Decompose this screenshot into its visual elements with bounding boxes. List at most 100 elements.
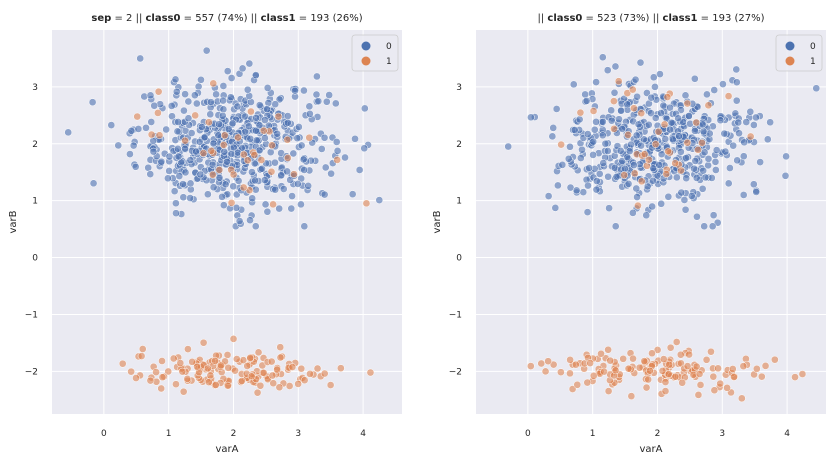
data-point-class0 xyxy=(271,100,280,109)
data-point-class1 xyxy=(215,166,224,174)
data-point-lower xyxy=(243,362,252,370)
data-point-class0 xyxy=(612,172,621,181)
y-tick-label: −2 xyxy=(25,367,38,377)
y-tick-label: −1 xyxy=(25,310,38,320)
data-point-class0 xyxy=(554,181,562,190)
data-point-class0 xyxy=(681,91,690,100)
data-point-class0 xyxy=(129,141,138,150)
data-point-class0 xyxy=(233,102,242,111)
data-point-class0 xyxy=(313,72,321,81)
data-point-class1 xyxy=(683,99,692,108)
data-point-class0 xyxy=(107,121,116,129)
data-point-lower xyxy=(770,355,779,364)
data-point-lower xyxy=(730,373,738,381)
data-point-class0 xyxy=(598,53,607,62)
data-point-class0 xyxy=(724,179,733,188)
data-point-class0 xyxy=(197,123,206,131)
data-point-class1 xyxy=(644,155,653,164)
data-point-class0 xyxy=(604,172,612,181)
data-point-class0 xyxy=(716,116,725,125)
data-point-class0 xyxy=(607,106,616,115)
data-point-class0 xyxy=(701,173,710,182)
data-point-class0 xyxy=(251,71,260,79)
data-point-lower xyxy=(172,380,180,389)
data-point-lower xyxy=(229,335,238,343)
legend-label: 1 xyxy=(810,57,816,67)
data-point-class0 xyxy=(644,120,653,129)
data-point-class0 xyxy=(657,109,665,117)
data-point-class1 xyxy=(660,120,669,129)
data-point-lower xyxy=(696,381,705,389)
x-tick-label: 4 xyxy=(360,429,366,439)
data-point-lower xyxy=(246,353,255,362)
data-point-class0 xyxy=(300,222,309,231)
data-point-class0 xyxy=(283,167,291,176)
data-point-class0 xyxy=(629,209,637,217)
data-point-lower xyxy=(320,369,329,378)
legend-label: 0 xyxy=(386,42,392,52)
data-point-lower xyxy=(606,356,615,365)
data-point-class0 xyxy=(672,173,681,182)
data-point-class0 xyxy=(297,200,305,209)
data-point-lower xyxy=(297,364,306,373)
data-point-class0 xyxy=(659,101,668,110)
data-point-class0 xyxy=(226,93,235,102)
data-point-class0 xyxy=(677,147,685,156)
data-point-class0 xyxy=(564,154,573,163)
data-point-class0 xyxy=(293,134,302,143)
data-point-lower xyxy=(619,354,628,363)
data-point-class0 xyxy=(134,125,143,133)
data-point-lower xyxy=(723,383,731,392)
x-tick-label: 0 xyxy=(525,429,531,439)
data-point-class0 xyxy=(195,137,204,146)
data-point-lower xyxy=(176,359,185,367)
data-point-class0 xyxy=(708,222,717,231)
data-point-lower xyxy=(183,375,192,383)
x-tick-label: 1 xyxy=(166,429,172,439)
data-point-class0 xyxy=(732,96,741,105)
data-point-lower xyxy=(604,345,612,354)
data-point-class0 xyxy=(197,75,205,84)
data-point-class0 xyxy=(710,86,719,94)
data-point-lower xyxy=(728,365,737,373)
data-point-class0 xyxy=(682,174,691,183)
data-point-class0 xyxy=(277,171,286,180)
y-tick-label: 2 xyxy=(32,140,38,150)
data-point-class0 xyxy=(180,106,188,115)
data-point-class1 xyxy=(557,140,565,149)
data-point-class0 xyxy=(348,190,357,199)
data-point-class0 xyxy=(700,222,709,231)
data-point-class0 xyxy=(245,59,254,68)
data-point-class0 xyxy=(632,184,641,193)
data-point-class0 xyxy=(320,133,329,142)
data-point-class0 xyxy=(300,166,309,174)
title-part: class1 xyxy=(663,13,698,24)
data-point-class1 xyxy=(147,130,156,139)
data-point-class1 xyxy=(227,198,236,207)
data-point-lower xyxy=(646,366,654,375)
data-point-lower xyxy=(184,345,192,353)
data-point-class1 xyxy=(283,135,292,144)
data-point-class0 xyxy=(209,183,218,192)
data-point-lower xyxy=(549,360,558,369)
y-tick-label: 0 xyxy=(32,254,38,264)
legend-marker-0 xyxy=(361,41,371,51)
data-point-class1 xyxy=(610,97,618,105)
data-point-class0 xyxy=(312,90,321,99)
data-point-class0 xyxy=(191,91,199,100)
data-point-class0 xyxy=(669,135,677,144)
data-point-class0 xyxy=(623,100,632,109)
data-point-class0 xyxy=(651,114,660,122)
data-point-class1 xyxy=(191,111,200,120)
data-point-class0 xyxy=(667,118,676,127)
data-point-lower xyxy=(138,345,147,353)
data-point-class0 xyxy=(690,74,699,83)
data-point-class0 xyxy=(260,176,269,184)
data-point-class0 xyxy=(656,70,664,78)
data-point-class0 xyxy=(603,66,612,75)
data-point-class0 xyxy=(558,160,567,169)
data-point-lower xyxy=(678,378,687,387)
data-point-class0 xyxy=(186,179,195,188)
